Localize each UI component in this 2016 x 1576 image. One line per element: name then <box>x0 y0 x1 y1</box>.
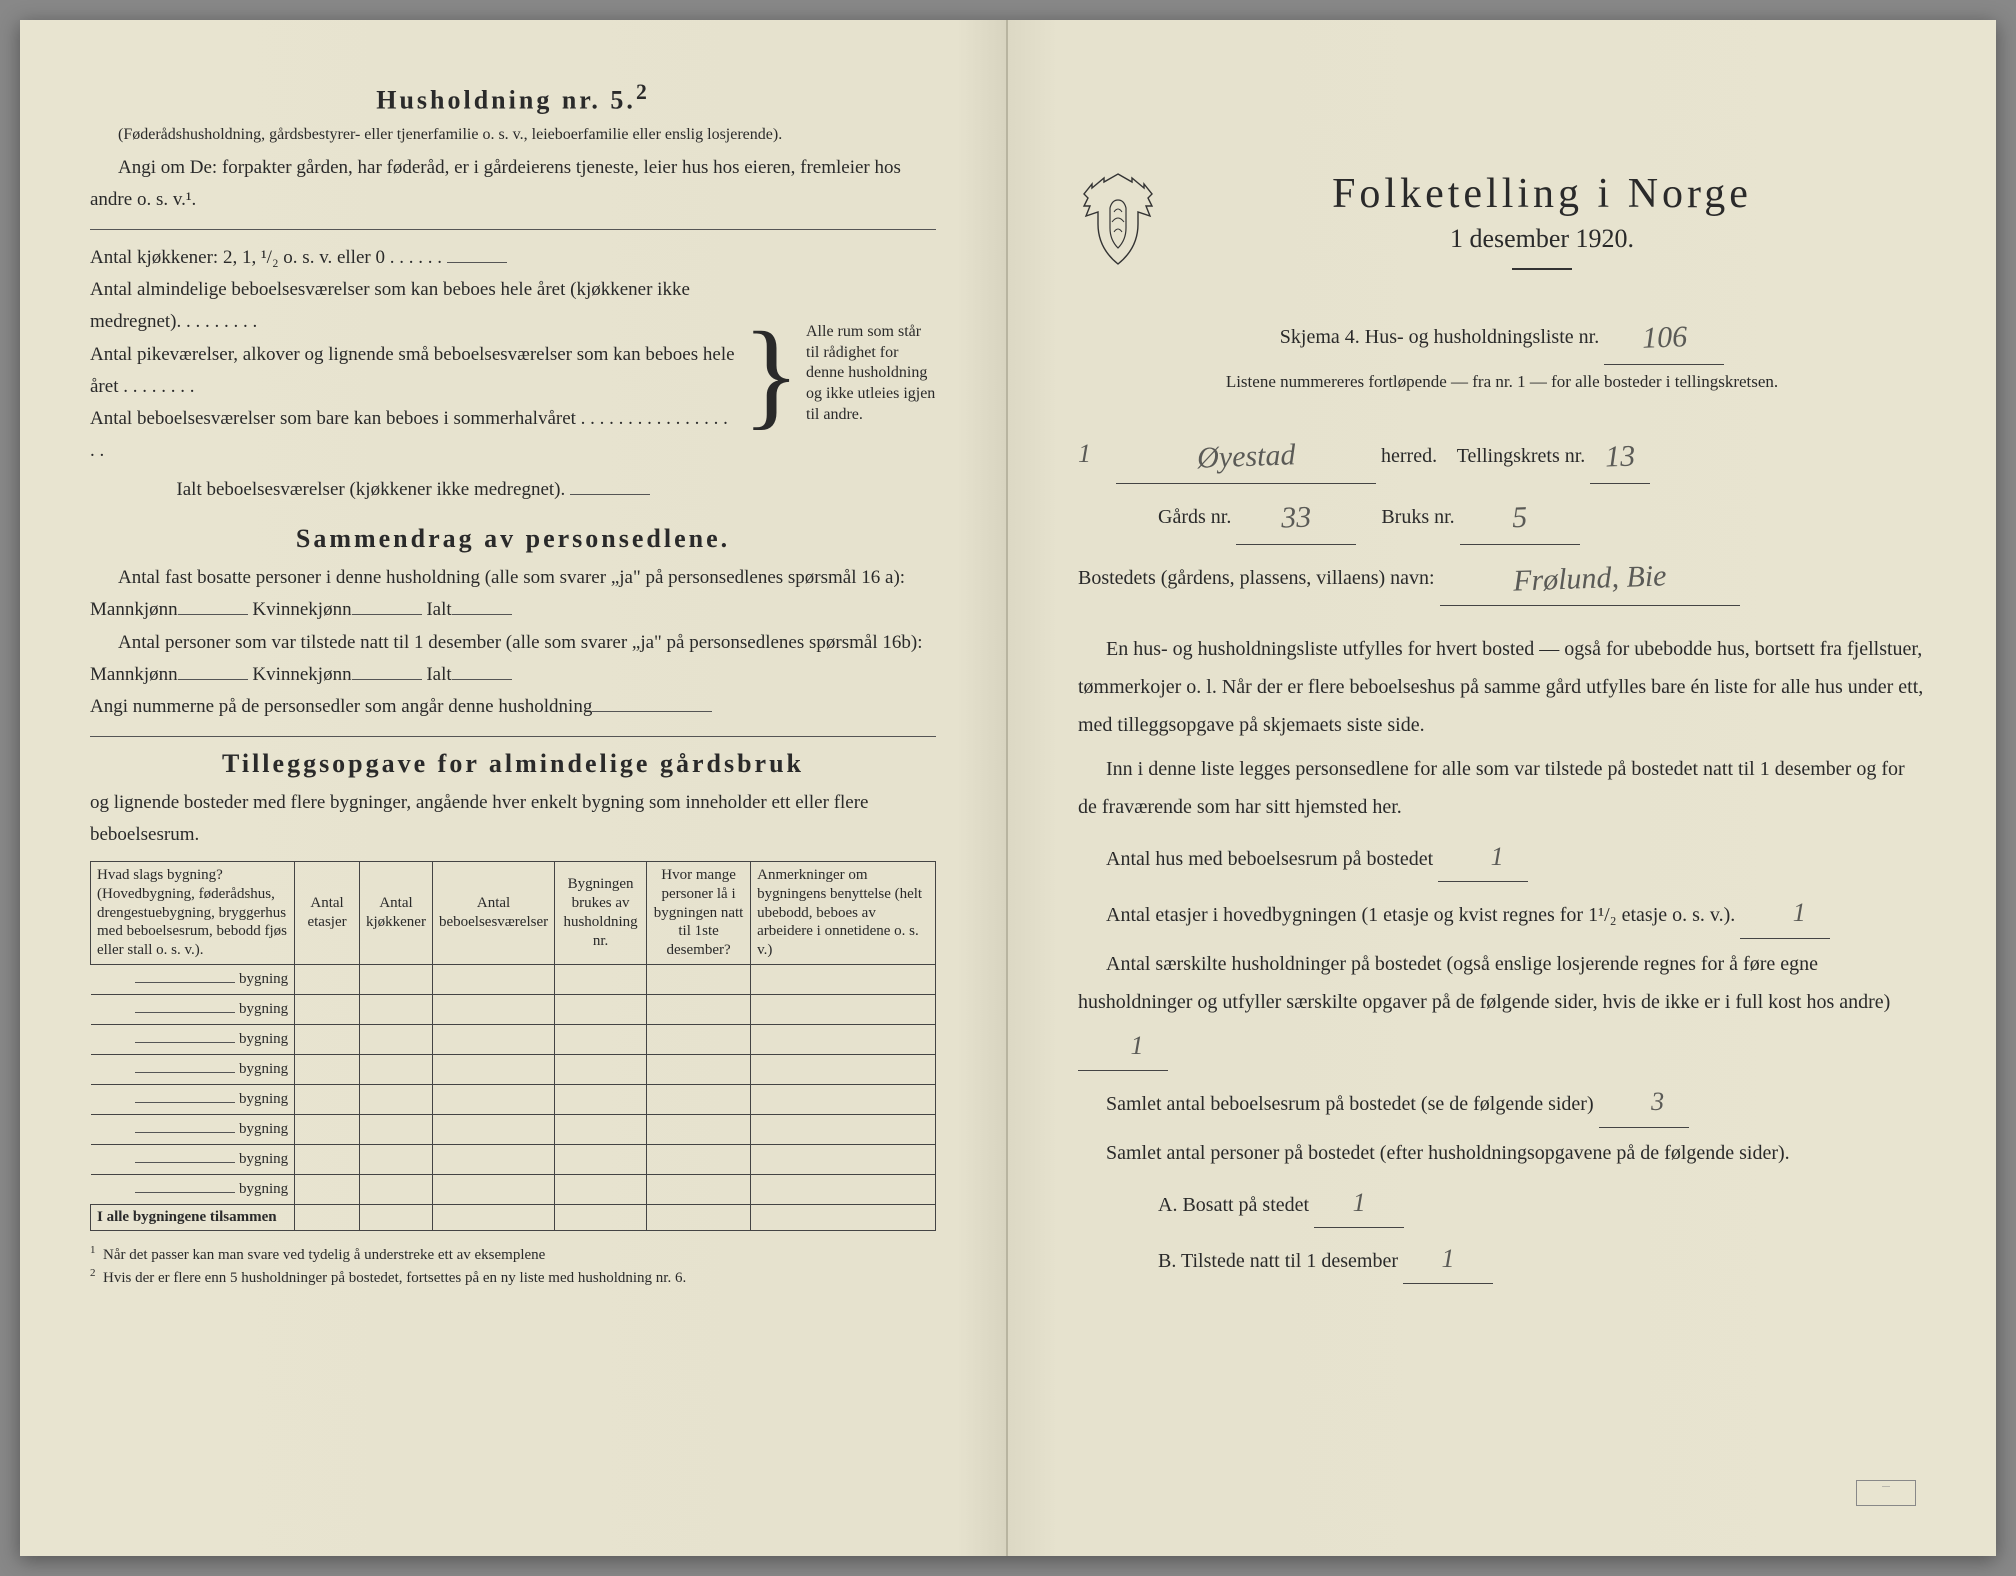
para-2: Inn i denne liste legges personsedlene f… <box>1078 750 1926 826</box>
document-spread: Husholdning nr. 5.2 (Føderådshusholdning… <box>20 20 1996 1556</box>
table-header: Bygningen brukes av husholdning nr. <box>555 862 647 965</box>
left-page: Husholdning nr. 5.2 (Føderådshusholdning… <box>20 20 1008 1556</box>
herred-line: 1 Øyestad herred. Tellingskrets nr. 13 <box>1078 423 1926 484</box>
printer-stamp: ⎯⎯ <box>1856 1480 1916 1506</box>
qA: A. Bosatt på stedet 1 <box>1078 1178 1926 1228</box>
table-header: Hvor mange personer lå i bygningen natt … <box>647 862 751 965</box>
rooms-line-3: Antal beboelsesværelser som bare kan beb… <box>90 403 736 468</box>
listene-note: Listene nummereres fortløpende — fra nr.… <box>1078 365 1926 399</box>
table-header: Antal beboelsesværelser <box>432 862 554 965</box>
bruks-handwritten: 5 <box>1505 488 1534 549</box>
table-header: Antal etasjer <box>295 862 360 965</box>
household-title: Husholdning nr. 5.2 <box>90 80 936 116</box>
table-row: bygning <box>91 1174 936 1204</box>
summary-line-3: Angi nummerne på de personsedler som ang… <box>90 691 936 723</box>
table-total-row: I alle bygningene tilsammen <box>91 1204 936 1230</box>
divider <box>1512 268 1572 270</box>
q4: Samlet antal beboelsesrum på bostedet (s… <box>1078 1077 1926 1127</box>
coat-of-arms-icon <box>1078 170 1158 270</box>
table-row: bygning <box>91 1114 936 1144</box>
right-page: Folketelling i Norge 1 desember 1920. Sk… <box>1008 20 1996 1556</box>
intro-line: Angi om De: forpakter gården, har føderå… <box>90 152 936 217</box>
rooms-total: Ialt beboelsesværelser (kjøkkener ikke m… <box>90 474 736 506</box>
q3: Antal særskilte husholdninger på bostede… <box>1078 945 1926 1071</box>
summary-line-2: Antal personer som var tilstede natt til… <box>90 627 936 692</box>
table-row: bygning <box>91 964 936 994</box>
right-body: En hus- og husholdningsliste utfylles fo… <box>1078 630 1926 1284</box>
table-header: Anmerkninger om bygningens benyttelse (h… <box>751 862 936 965</box>
brace-icon: } <box>736 294 806 454</box>
qB: B. Tilstede natt til 1 desember 1 <box>1078 1234 1926 1284</box>
divider <box>90 229 936 230</box>
rooms-line-1: Antal almindelige beboelsesværelser som … <box>90 274 736 339</box>
census-date: 1 desember 1920. <box>1158 224 1926 254</box>
gards-line: Gårds nr. 33 Bruks nr. 5 <box>1078 484 1926 545</box>
kitchens-line: Antal kjøkkener: 2, 1, ¹/₂ o. s. v. elle… <box>90 242 736 274</box>
right-header: Folketelling i Norge 1 desember 1920. <box>1078 170 1926 284</box>
skjema-line: Skjema 4. Hus- og husholdningsliste nr. … <box>1078 304 1926 365</box>
bosted-line: Bostedets (gårdens, plassens, villaens) … <box>1078 545 1926 606</box>
liste-nr-handwritten: 106 <box>1635 307 1694 369</box>
divider <box>90 736 936 737</box>
q5: Samlet antal personer på bostedet (efter… <box>1078 1134 1926 1172</box>
q1: Antal hus med beboelsesrum på bostedet 1 <box>1078 832 1926 882</box>
table-header: Antal kjøkkener <box>359 862 432 965</box>
footnotes: 1 Når det passer kan man svare ved tydel… <box>90 1243 936 1289</box>
summary-title: Sammendrag av personsedlene. <box>90 524 936 554</box>
table-row: bygning <box>91 994 936 1024</box>
summary-line-1: Antal fast bosatte personer i denne hush… <box>90 562 936 627</box>
rooms-block: Antal kjøkkener: 2, 1, ¹/₂ o. s. v. elle… <box>90 242 936 506</box>
census-title: Folketelling i Norge <box>1158 170 1926 218</box>
brace-text: Alle rum som står til rådighet for denne… <box>806 322 936 426</box>
rooms-line-2: Antal pikeværelser, alkover og lignende … <box>90 339 736 404</box>
table-total-label: I alle bygningene tilsammen <box>91 1204 295 1230</box>
para-1: En hus- og husholdningsliste utfylles fo… <box>1078 630 1926 744</box>
table-row: bygning <box>91 1054 936 1084</box>
tillegg-sub: og lignende bosteder med flere bygninger… <box>90 787 936 852</box>
intro-small: (Føderådshusholdning, gårdsbestyrer- ell… <box>90 124 936 146</box>
krets-handwritten: 13 <box>1598 426 1642 487</box>
tillegg-title: Tilleggsopgave for almindelige gårdsbruk <box>90 749 936 779</box>
building-table: Hvad slags bygning? (Hovedbygning, føder… <box>90 861 936 1231</box>
q2: Antal etasjer i hovedbygningen (1 etasje… <box>1078 888 1926 938</box>
table-row: bygning <box>91 1084 936 1114</box>
table-header: Hvad slags bygning? (Hovedbygning, føder… <box>91 862 295 965</box>
table-header-row: Hvad slags bygning? (Hovedbygning, føder… <box>91 862 936 965</box>
table-row: bygning <box>91 1144 936 1174</box>
herred-handwritten: Øyestad <box>1190 425 1302 489</box>
bosted-handwritten: Frølund, Bie <box>1506 546 1673 612</box>
gards-handwritten: 33 <box>1274 487 1318 548</box>
table-row: bygning <box>91 1024 936 1054</box>
